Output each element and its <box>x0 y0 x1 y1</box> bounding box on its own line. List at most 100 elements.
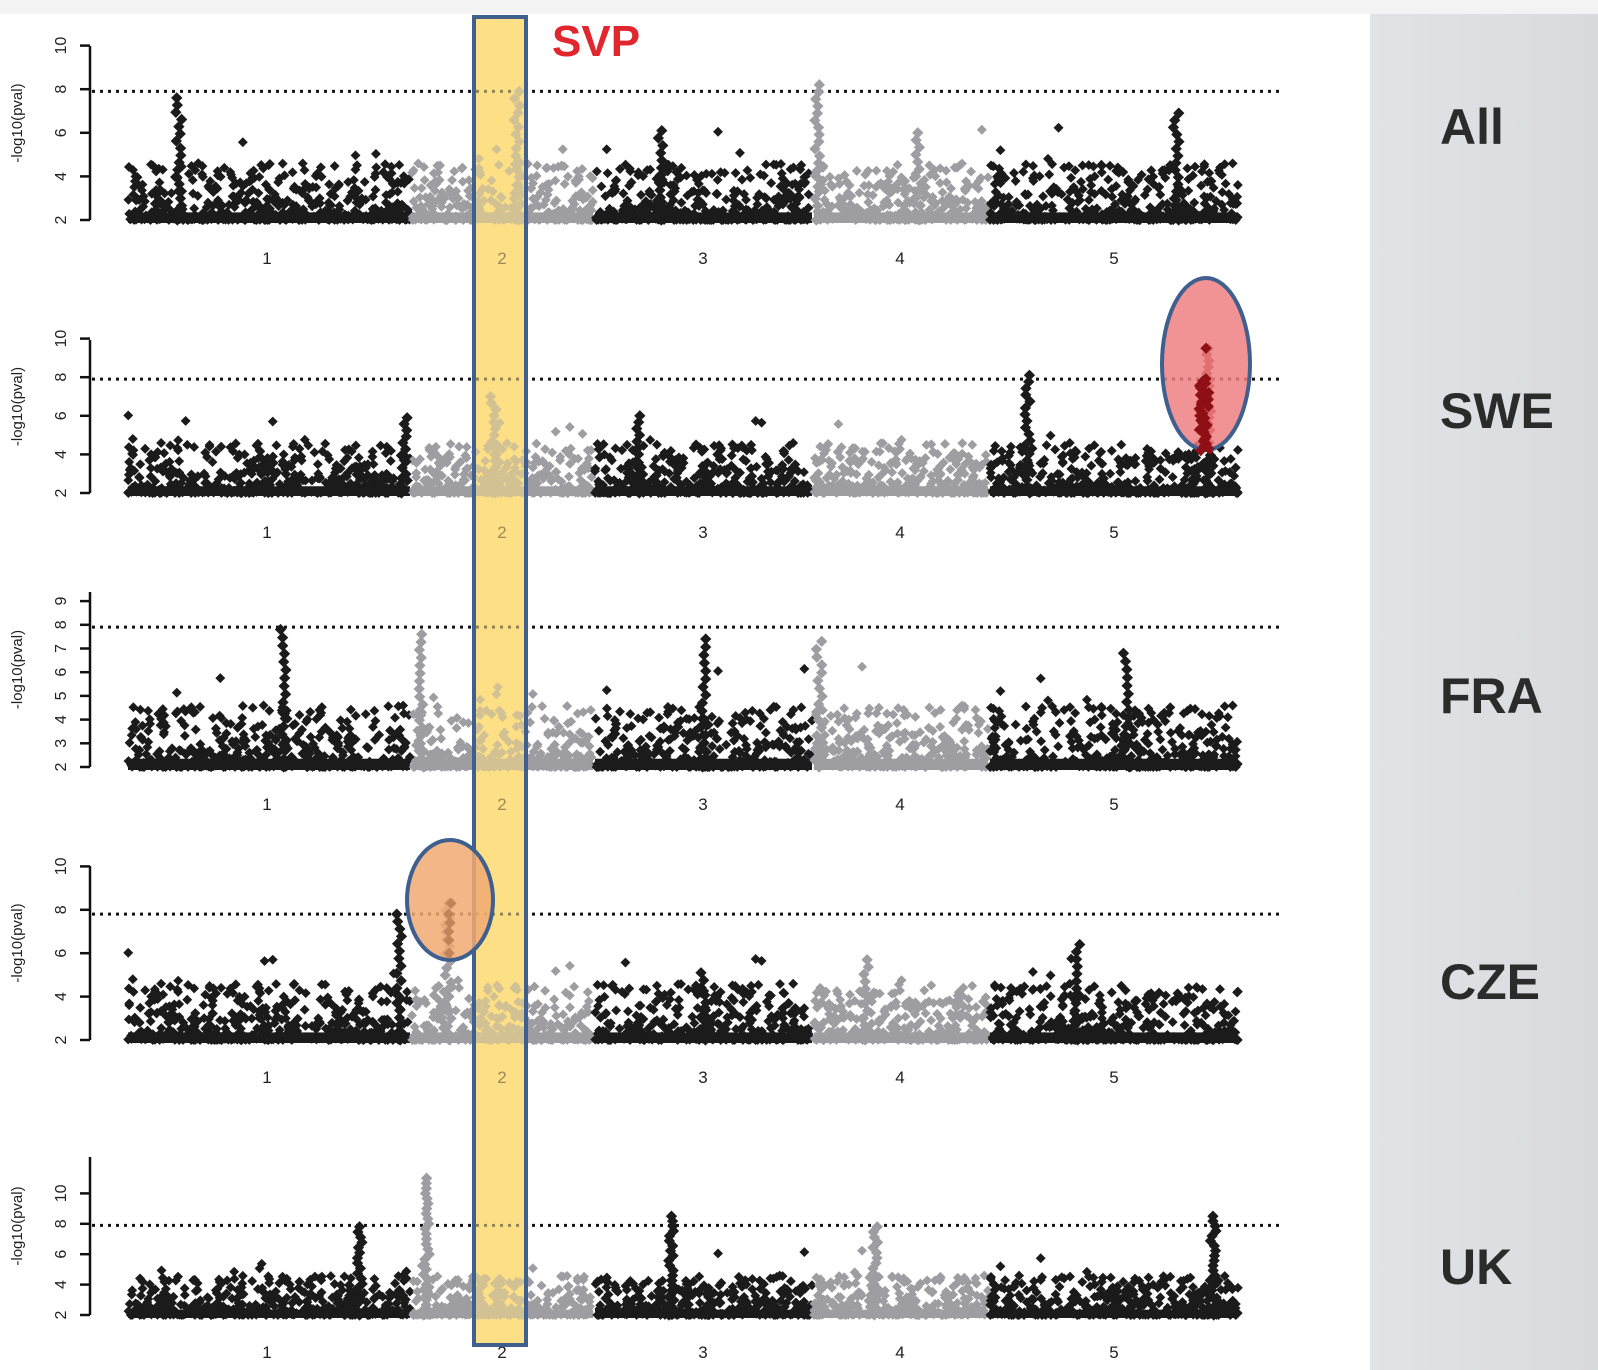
y-tick-label: 2 <box>53 215 70 224</box>
data-point <box>995 145 1006 156</box>
data-point <box>771 159 782 170</box>
data-point <box>454 441 465 452</box>
data-point <box>171 687 182 698</box>
x-tick-label-chr4: 4 <box>895 523 904 542</box>
data-point <box>334 179 344 190</box>
data-point <box>143 705 154 716</box>
data-point <box>564 422 575 432</box>
data-point <box>173 435 184 446</box>
data-point <box>696 170 707 181</box>
data-point <box>1103 174 1114 185</box>
data-point <box>1028 161 1038 171</box>
x-tick-label-chr5: 5 <box>1109 249 1118 268</box>
data-point <box>189 203 200 214</box>
data-point <box>682 190 693 201</box>
data-point <box>626 177 637 188</box>
y-tick-label: 8 <box>53 85 70 94</box>
peak-point <box>813 79 825 91</box>
data-point <box>156 437 167 448</box>
data-point <box>571 174 582 185</box>
data-point <box>187 175 198 186</box>
data-point <box>371 162 382 173</box>
data-point <box>940 439 950 449</box>
data-point <box>742 165 753 176</box>
data-point <box>983 172 993 183</box>
data-point <box>620 159 631 170</box>
data-point <box>625 166 636 177</box>
data-point <box>135 459 146 470</box>
data-point <box>367 446 378 457</box>
data-point <box>596 181 607 192</box>
data-point <box>833 199 844 210</box>
data-point <box>352 160 362 171</box>
x-tick-label-chr5: 5 <box>1109 523 1118 542</box>
data-point <box>618 188 629 199</box>
data-point <box>528 193 538 204</box>
data-point <box>237 712 248 723</box>
data-point <box>445 439 456 450</box>
data-point <box>577 164 588 174</box>
x-tick-label-chr4: 4 <box>895 249 904 268</box>
y-axis-label: -log10(pval) <box>9 630 26 709</box>
data-point <box>854 187 865 198</box>
data-point <box>384 170 395 180</box>
data-point <box>585 200 596 211</box>
data-point <box>419 175 430 186</box>
data-point <box>537 701 548 712</box>
data-point <box>803 202 814 213</box>
data-point <box>453 193 464 204</box>
data-point <box>1086 460 1097 471</box>
data-point <box>325 188 336 199</box>
data-point <box>790 178 801 189</box>
data-point <box>174 456 185 467</box>
data-point <box>353 452 364 463</box>
data-point <box>245 168 256 179</box>
data-point <box>137 179 148 190</box>
y-tick-label: 8 <box>53 373 70 382</box>
data-point <box>403 174 414 185</box>
data-point <box>394 201 405 212</box>
data-point <box>1045 430 1056 441</box>
data-point <box>780 195 791 206</box>
data-point <box>449 166 460 177</box>
data-point <box>567 195 578 206</box>
y-axis-label: -log10(pval) <box>9 367 26 446</box>
data-point <box>159 188 170 199</box>
data-point <box>893 197 904 208</box>
data-point <box>713 666 723 677</box>
data-point <box>237 701 248 711</box>
data-point <box>582 191 593 202</box>
data-point <box>392 177 403 188</box>
data-point <box>369 172 380 183</box>
data-point <box>1232 180 1243 190</box>
data-point <box>785 188 795 199</box>
data-point <box>262 194 272 204</box>
data-point <box>712 174 723 185</box>
data-point <box>1106 445 1117 456</box>
data-point <box>760 727 771 738</box>
data-point <box>350 150 361 161</box>
data-point <box>451 722 462 733</box>
x-tick-label-chr4: 4 <box>895 795 904 814</box>
data-point <box>123 194 134 205</box>
data-point <box>359 176 370 187</box>
data-point <box>300 182 311 193</box>
data-point <box>929 200 940 210</box>
data-point <box>151 166 162 177</box>
data-point <box>593 725 604 736</box>
data-point <box>796 702 807 713</box>
data-point <box>1076 176 1086 187</box>
data-point <box>303 195 314 206</box>
data-point <box>713 126 723 137</box>
data-point <box>564 471 574 482</box>
y-tick-label: 9 <box>53 597 70 606</box>
data-point <box>1220 178 1231 189</box>
data-point <box>240 198 251 208</box>
data-point <box>1116 439 1127 450</box>
data-point <box>254 171 265 182</box>
data-point <box>425 180 436 191</box>
data-point <box>973 727 984 738</box>
data-point <box>329 161 340 172</box>
